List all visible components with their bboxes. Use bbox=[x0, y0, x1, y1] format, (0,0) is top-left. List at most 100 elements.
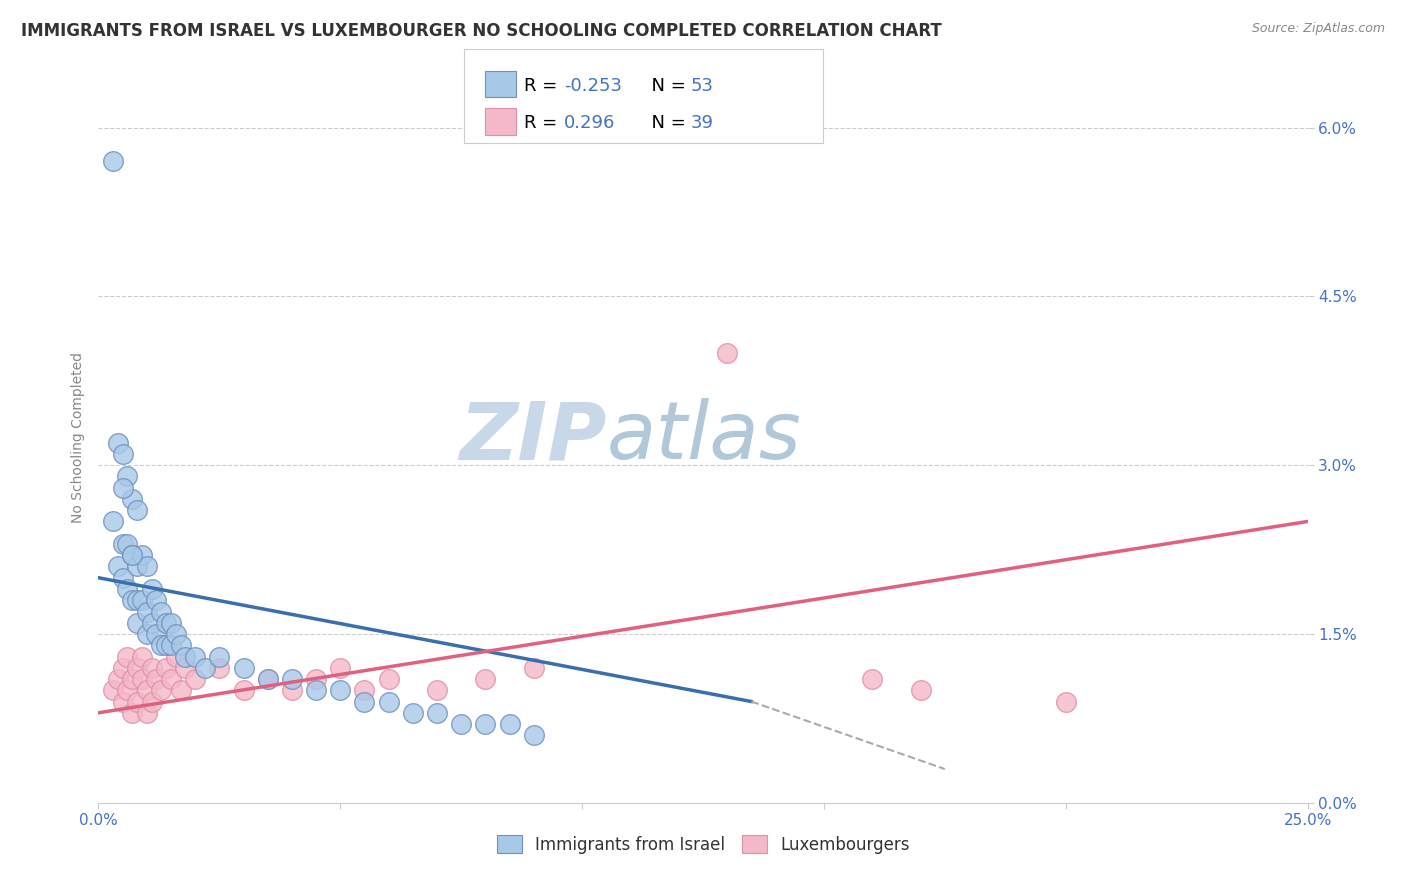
Point bbox=[860, 672, 883, 686]
Point bbox=[135, 559, 157, 574]
Text: R =: R = bbox=[524, 114, 569, 132]
Text: 53: 53 bbox=[690, 77, 713, 95]
Point bbox=[131, 593, 153, 607]
Point bbox=[169, 683, 191, 698]
Point bbox=[121, 672, 143, 686]
Point bbox=[160, 672, 183, 686]
Text: R =: R = bbox=[524, 77, 564, 95]
Point bbox=[127, 503, 149, 517]
Point bbox=[305, 672, 328, 686]
Point bbox=[111, 661, 134, 675]
Point bbox=[141, 582, 163, 596]
Point bbox=[208, 661, 231, 675]
Point bbox=[281, 683, 304, 698]
Point bbox=[121, 548, 143, 562]
Point bbox=[111, 481, 134, 495]
Point bbox=[232, 661, 254, 675]
Point bbox=[150, 683, 173, 698]
Text: 39: 39 bbox=[690, 114, 713, 132]
Point bbox=[716, 345, 738, 359]
Point bbox=[111, 694, 134, 708]
Point bbox=[111, 447, 134, 461]
Point bbox=[131, 649, 153, 664]
Text: IMMIGRANTS FROM ISRAEL VS LUXEMBOURGER NO SCHOOLING COMPLETED CORRELATION CHART: IMMIGRANTS FROM ISRAEL VS LUXEMBOURGER N… bbox=[21, 22, 942, 40]
Y-axis label: No Schooling Completed: No Schooling Completed bbox=[72, 351, 86, 523]
Point bbox=[174, 661, 197, 675]
Point bbox=[145, 593, 167, 607]
Point bbox=[174, 649, 197, 664]
Point bbox=[155, 661, 177, 675]
Point bbox=[353, 683, 375, 698]
Point bbox=[426, 706, 449, 720]
Legend: Immigrants from Israel, Luxembourgers: Immigrants from Israel, Luxembourgers bbox=[489, 829, 917, 860]
Point bbox=[111, 537, 134, 551]
Point bbox=[150, 638, 173, 652]
Point bbox=[135, 605, 157, 619]
Point bbox=[141, 615, 163, 630]
Point bbox=[165, 627, 187, 641]
Point bbox=[150, 605, 173, 619]
Point bbox=[141, 661, 163, 675]
Point bbox=[281, 672, 304, 686]
Point bbox=[184, 649, 207, 664]
Point bbox=[377, 694, 399, 708]
Point bbox=[127, 593, 149, 607]
Point bbox=[474, 717, 496, 731]
Point bbox=[450, 717, 472, 731]
Point bbox=[194, 661, 217, 675]
Point bbox=[1054, 694, 1077, 708]
Point bbox=[117, 683, 139, 698]
Point bbox=[117, 537, 139, 551]
Point bbox=[127, 559, 149, 574]
Point bbox=[135, 683, 157, 698]
Point bbox=[184, 672, 207, 686]
Point bbox=[498, 717, 520, 731]
Point bbox=[377, 672, 399, 686]
Text: N =: N = bbox=[640, 114, 692, 132]
Point bbox=[329, 661, 352, 675]
Point bbox=[402, 706, 425, 720]
Point bbox=[107, 559, 129, 574]
Point bbox=[145, 672, 167, 686]
Point bbox=[523, 661, 546, 675]
Point bbox=[165, 649, 187, 664]
Point bbox=[117, 649, 139, 664]
Point bbox=[127, 661, 149, 675]
Point bbox=[155, 615, 177, 630]
Point bbox=[160, 615, 183, 630]
Point bbox=[474, 672, 496, 686]
Point bbox=[141, 694, 163, 708]
Point bbox=[117, 582, 139, 596]
Point bbox=[353, 694, 375, 708]
Point bbox=[910, 683, 932, 698]
Point bbox=[135, 706, 157, 720]
Point bbox=[329, 683, 352, 698]
Point bbox=[101, 154, 124, 169]
Point bbox=[111, 571, 134, 585]
Point bbox=[523, 728, 546, 742]
Point bbox=[121, 593, 143, 607]
Point bbox=[155, 638, 177, 652]
Point bbox=[101, 683, 124, 698]
Point bbox=[169, 638, 191, 652]
Point bbox=[305, 683, 328, 698]
Point bbox=[256, 672, 278, 686]
Text: Source: ZipAtlas.com: Source: ZipAtlas.com bbox=[1251, 22, 1385, 36]
Point bbox=[160, 638, 183, 652]
Point bbox=[135, 627, 157, 641]
Point bbox=[232, 683, 254, 698]
Point bbox=[107, 435, 129, 450]
Text: N =: N = bbox=[640, 77, 692, 95]
Point bbox=[121, 548, 143, 562]
Point bbox=[101, 515, 124, 529]
Point bbox=[208, 649, 231, 664]
Point bbox=[117, 469, 139, 483]
Text: -0.253: -0.253 bbox=[564, 77, 621, 95]
Point bbox=[107, 672, 129, 686]
Text: 0.296: 0.296 bbox=[564, 114, 616, 132]
Point bbox=[121, 491, 143, 506]
Text: ZIP: ZIP bbox=[458, 398, 606, 476]
Point bbox=[127, 615, 149, 630]
Point bbox=[256, 672, 278, 686]
Point bbox=[145, 627, 167, 641]
